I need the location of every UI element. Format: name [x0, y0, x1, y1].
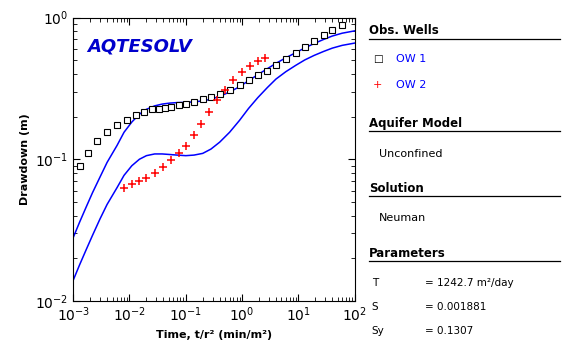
Text: AQTESOLV: AQTESOLV — [87, 37, 192, 55]
Text: Solution: Solution — [369, 182, 423, 195]
Text: OW 2: OW 2 — [396, 80, 426, 91]
Text: = 0.1307: = 0.1307 — [425, 326, 473, 336]
Text: Sy: Sy — [372, 326, 385, 336]
Text: □: □ — [373, 54, 383, 64]
X-axis label: Time, t/r² (min/m²): Time, t/r² (min/m²) — [156, 330, 272, 340]
Text: Unconfined: Unconfined — [379, 149, 443, 159]
Text: = 1242.7 m²/day: = 1242.7 m²/day — [425, 278, 513, 288]
Y-axis label: Drawdown (m): Drawdown (m) — [20, 113, 30, 205]
Text: OW 1: OW 1 — [396, 54, 426, 64]
Text: Aquifer Model: Aquifer Model — [369, 117, 462, 130]
Text: Neuman: Neuman — [379, 214, 426, 224]
Text: Parameters: Parameters — [369, 247, 445, 260]
Text: = 0.001881: = 0.001881 — [425, 302, 486, 312]
Text: T: T — [372, 278, 378, 288]
Text: Obs. Wells: Obs. Wells — [369, 25, 439, 37]
Text: S: S — [372, 302, 378, 312]
Text: +: + — [373, 80, 383, 91]
